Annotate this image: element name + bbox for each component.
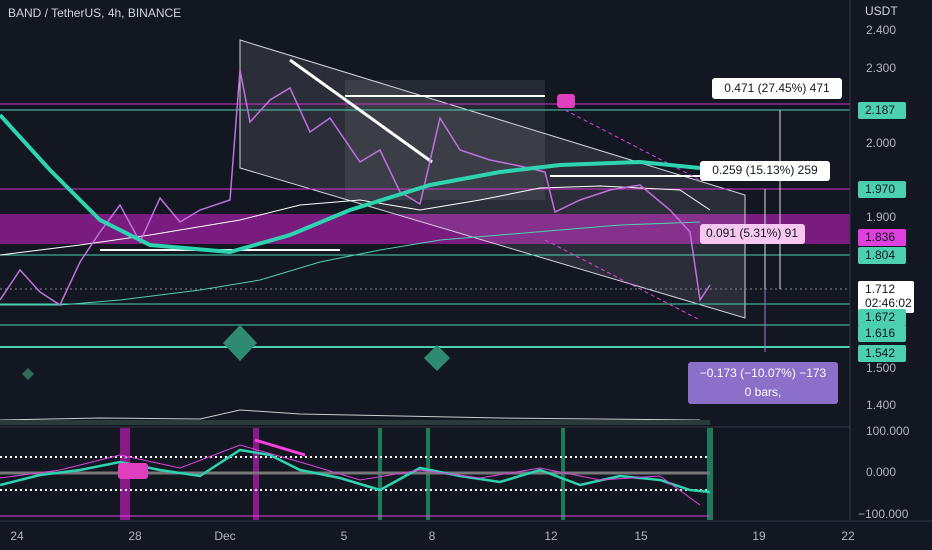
price-tag — [858, 345, 906, 362]
moving-average — [0, 113, 701, 255]
time-tick-label: 12 — [544, 529, 558, 543]
measure-label: 0.259 (15.13%) 259 — [712, 163, 818, 177]
price-tick-label: 2.000 — [866, 136, 896, 150]
volume-line — [0, 409, 701, 421]
price-tag — [858, 229, 906, 246]
signal-marker — [557, 94, 575, 108]
currency-label: USDT — [865, 4, 898, 18]
time-tick-label: Dec — [214, 529, 235, 543]
osc-tick-label: 100.000 — [866, 424, 910, 438]
measure-label: 0.091 (5.31%) 91 — [706, 226, 798, 240]
measure-label: −0.173 (−10.07%) −173 — [700, 366, 827, 380]
oscillator-signal — [0, 444, 701, 506]
price-tag — [858, 309, 906, 326]
last-price-label: 1.712 — [865, 282, 895, 296]
price-tag-label: 1.672 — [865, 310, 895, 324]
price-tag-label: 1.616 — [865, 326, 895, 340]
price-tick-label: 1.900 — [866, 210, 896, 224]
time-tick-label: 15 — [634, 529, 648, 543]
price-tag-label: 1.836 — [865, 230, 895, 244]
measure-box — [712, 78, 842, 99]
price-tag — [858, 181, 906, 198]
price-tag — [858, 247, 906, 264]
dashed-line — [544, 239, 701, 321]
price-tick-label: 2.400 — [866, 23, 896, 37]
price-tag — [858, 325, 906, 342]
signal-diamond — [223, 325, 257, 361]
price-tag-label: 1.970 — [865, 182, 895, 196]
measure-box — [700, 161, 830, 181]
price-tick-label: 2.300 — [866, 61, 896, 75]
osc-tick-label: 0.000 — [866, 465, 896, 479]
measure-box — [700, 224, 805, 244]
price-tag-label: 2.187 — [865, 103, 895, 117]
price-tag — [858, 102, 906, 119]
price-tick-label: 1.400 — [866, 398, 896, 412]
divergence-line — [254, 438, 306, 457]
dashed-line — [564, 109, 701, 181]
price-tag-label: 1.804 — [865, 248, 895, 262]
trend-line — [289, 58, 433, 164]
measure-bars-label: 0 bars, — [745, 385, 782, 399]
measure-label: 0.471 (27.45%) 471 — [724, 81, 830, 95]
last-price-tag — [858, 281, 914, 313]
signal-diamond — [424, 345, 450, 371]
signal-diamond — [22, 368, 34, 380]
symbol-title: BAND / TetherUS, 4h, BINANCE — [8, 6, 181, 20]
indicator-line — [0, 185, 711, 256]
time-tick-label: 28 — [128, 529, 142, 543]
price-tag-label: 1.542 — [865, 346, 895, 360]
signal-marker — [118, 463, 148, 479]
time-tick-label: 22 — [841, 529, 855, 543]
time-tick-label: 5 — [341, 529, 348, 543]
time-tick-label: 19 — [752, 529, 766, 543]
price-path — [0, 69, 711, 307]
time-tick-label: 8 — [429, 529, 436, 543]
price-tick-label: 1.500 — [866, 361, 896, 375]
measure-box — [688, 362, 838, 404]
osc-tick-label: −100.000 — [858, 507, 909, 521]
range-box — [345, 80, 545, 200]
time-tick-label: 24 — [10, 529, 24, 543]
countdown-label: 02:46:02 — [865, 296, 912, 310]
volume-bars — [0, 420, 710, 425]
indicator-line — [0, 221, 701, 306]
